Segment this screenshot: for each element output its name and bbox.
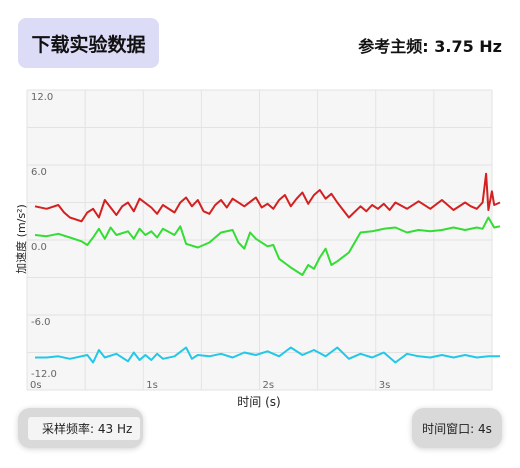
series-lines	[34, 172, 501, 364]
time-window-pill[interactable]: 时间窗口: 4s	[412, 408, 502, 448]
series-line-green	[34, 216, 501, 276]
sample-rate-pill: 采样频率: 43 Hz	[18, 408, 143, 448]
x-tick-labels: 0s 1s 2s 3s	[30, 380, 390, 391]
x-tick-label: 3s	[379, 380, 391, 391]
sample-rate-field: 采样频率: 43 Hz	[28, 416, 141, 440]
y-tick-label: -12.0	[31, 369, 57, 380]
time-window-label: 时间窗口: 4s	[422, 421, 492, 436]
acceleration-chart: 12.0 6.0 0.0 -6.0 -12.0 0s 1s 2s 3s 时间 (s) 加速度 …	[0, 82, 520, 412]
download-data-button[interactable]: 下载实验数据	[18, 18, 159, 68]
x-axis-label: 时间 (s)	[237, 395, 280, 409]
chart-svg: 12.0 6.0 0.0 -6.0 -12.0 0s 1s 2s 3s 时间 (s) 加速度 …	[14, 89, 501, 409]
y-tick-label: -6.0	[31, 317, 51, 328]
sample-rate-label: 采样频率: 43 Hz	[42, 421, 133, 436]
series-line-red	[34, 172, 501, 223]
y-axis-label: 加速度 (m/s²)	[14, 204, 28, 274]
x-tick-label: 1s	[146, 380, 158, 391]
y-tick-labels: 12.0 6.0 0.0 -6.0 -12.0	[31, 92, 57, 380]
y-tick-label: 12.0	[31, 92, 53, 103]
series-line-cyan	[35, 346, 500, 364]
x-tick-label: 2s	[263, 380, 275, 391]
y-tick-label: 0.0	[31, 242, 47, 253]
x-tick-label: 0s	[30, 380, 42, 391]
y-tick-label: 6.0	[31, 167, 47, 178]
main-frequency-readout: 参考主频: 3.75 Hz	[358, 37, 502, 56]
